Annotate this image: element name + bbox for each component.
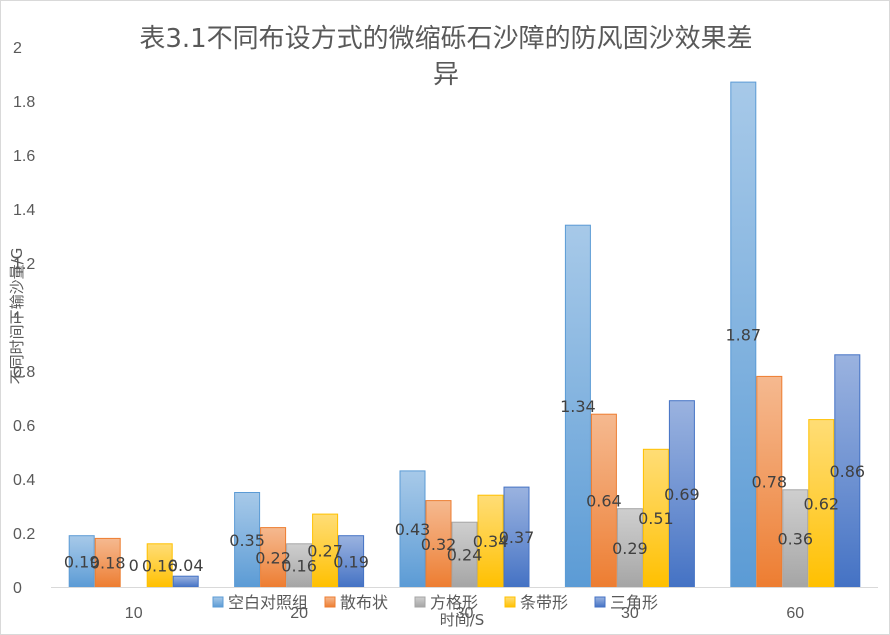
y-axis: 0 0.2 0.4 0.6 0.8 1 1.2 1.4 1.6 1.8 2	[13, 40, 35, 597]
legend-swatch	[324, 596, 336, 608]
data-label: 0.29	[612, 539, 648, 558]
legend-label: 空白对照组	[228, 593, 308, 612]
data-label: 0.37	[499, 528, 535, 547]
bar	[808, 419, 835, 588]
x-tick-label: 30	[456, 605, 474, 622]
legend-label: 散布状	[340, 593, 388, 612]
legend-label: 方格形	[430, 593, 478, 612]
chart-title-line-1: 表3.1不同布设方式的微缩砾石沙障的防风固沙效果差	[139, 24, 752, 54]
bar	[172, 575, 199, 588]
x-tick-label: 30	[621, 605, 639, 622]
data-label: 0.27	[307, 542, 343, 561]
legend-swatch	[594, 596, 606, 608]
y-tick-label: 0.6	[13, 418, 35, 435]
y-tick-label: 0	[13, 580, 22, 597]
bar	[451, 521, 478, 588]
data-label: 0.24	[447, 546, 483, 565]
bar	[399, 470, 426, 588]
y-tick-label: 2	[13, 40, 22, 57]
x-tick-label: 60	[786, 605, 804, 622]
data-label: 0.69	[664, 485, 700, 504]
data-label: 0.34	[473, 532, 509, 551]
data-label: 1.34	[560, 397, 596, 416]
legend-label: 三角形	[610, 593, 658, 612]
bar	[234, 492, 261, 588]
data-label: 0.36	[777, 529, 813, 548]
bar	[477, 494, 504, 588]
bar	[834, 354, 861, 588]
data-label: 0.43	[395, 520, 431, 539]
legend-swatch	[504, 596, 516, 608]
x-axis-title: 时间/S	[440, 611, 485, 629]
y-tick-label: 1.8	[13, 94, 35, 111]
data-label: 0.78	[751, 473, 787, 492]
data-label: 0.51	[638, 509, 674, 528]
data-label: 0.32	[421, 535, 457, 554]
data-label: 0.18	[90, 554, 126, 573]
x-tick-label: 20	[290, 605, 308, 622]
y-tick-label: 1.4	[13, 202, 35, 219]
bar	[564, 224, 591, 588]
bar	[312, 513, 339, 588]
bar	[590, 413, 617, 588]
bar	[668, 400, 695, 588]
bar	[616, 508, 643, 588]
data-label: 0.16	[281, 556, 317, 575]
y-tick-label: 0.2	[13, 526, 35, 543]
data-label: 1.87	[725, 326, 761, 345]
bar	[68, 535, 95, 588]
bar	[146, 543, 173, 588]
bar	[782, 489, 809, 588]
legend-label: 条带形	[520, 593, 568, 612]
bar	[260, 527, 287, 588]
bar	[425, 500, 452, 588]
data-label: 0.64	[586, 492, 622, 511]
chart-title-line-2: 异	[433, 60, 459, 90]
legend-swatch	[212, 596, 224, 608]
bar	[730, 81, 757, 588]
data-label: 0.35	[229, 531, 265, 550]
bar	[286, 543, 313, 588]
legend-swatch	[414, 596, 426, 608]
data-label: 0.19	[333, 552, 369, 571]
data-labels: 0.190.18 0 0.160.040.350.220.160.270.190.4…	[64, 326, 865, 576]
y-tick-label: 1.2	[13, 256, 35, 273]
data-label: 0.22	[255, 548, 291, 567]
bar	[756, 375, 783, 588]
y-tick-label: 1	[13, 310, 22, 327]
x-axis: 10 20 30 30 60	[125, 605, 804, 622]
bar	[503, 486, 530, 588]
data-label: 0.86	[829, 462, 865, 481]
x-tick-label: 10	[125, 605, 143, 622]
data-label: 0.19	[64, 552, 100, 571]
data-label: 0.16	[142, 556, 178, 575]
data-label: 0.04	[168, 556, 204, 575]
y-tick-label: 0.4	[13, 472, 35, 489]
bar	[642, 448, 669, 588]
data-label: 0.62	[803, 494, 839, 513]
legend: 空白对照组 散布状 方格形 条带形 三角形	[212, 593, 658, 612]
y-tick-label: 1.6	[13, 148, 35, 165]
y-tick-label: 0.8	[13, 364, 35, 381]
y-axis-title: 不同时间下输沙量/G	[8, 248, 26, 385]
data-label: 0	[129, 556, 139, 575]
